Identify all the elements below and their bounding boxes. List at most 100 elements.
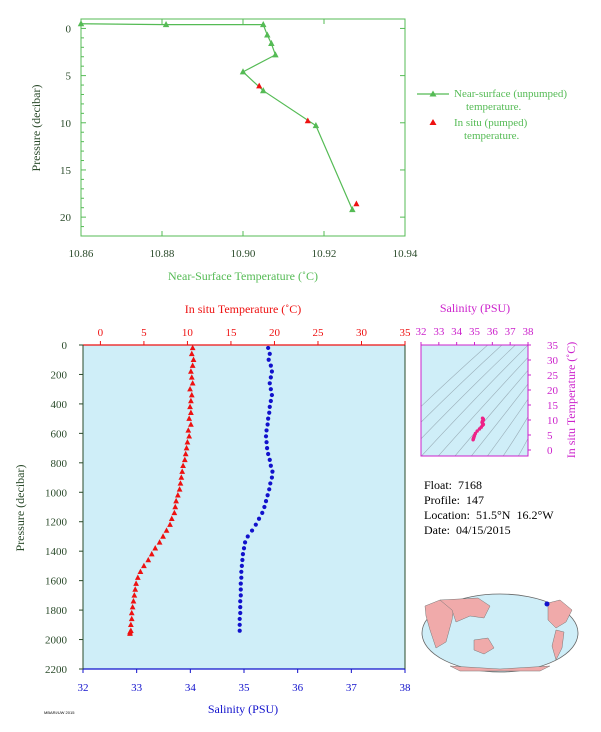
ts-x-tick-label: 35	[469, 326, 481, 338]
salinity-point	[267, 410, 272, 415]
temperature-point	[179, 468, 186, 474]
salinity-axis-label: Salinity (PSU)	[208, 702, 278, 716]
location-map	[421, 593, 579, 673]
pressure-tick-label: 800	[51, 458, 68, 470]
near-surface-point	[312, 122, 320, 129]
salinity-series	[237, 345, 275, 633]
salinity-point	[267, 457, 272, 462]
temperature-point	[163, 527, 170, 533]
ts-x-tick-label: 33	[433, 326, 445, 338]
pressure-tick-label: 2200	[45, 664, 68, 676]
salinity-point	[269, 392, 275, 398]
salinity-point	[268, 481, 273, 486]
pressure-tick-label: 200	[51, 369, 68, 381]
temperature-point	[174, 492, 181, 498]
salinity-point	[262, 504, 267, 510]
salinity-tick-label: 35	[239, 682, 251, 694]
legend-marker-near-surface	[429, 90, 437, 97]
temperature-point	[160, 533, 166, 539]
temperature-tick-label: 10	[182, 327, 194, 339]
ts-x-label: Salinity (PSU)	[440, 301, 510, 315]
temperature-point	[131, 592, 138, 598]
salinity-tick-label: 37	[346, 682, 358, 694]
legend-marker-in-situ	[429, 119, 437, 125]
salinity-point	[270, 469, 275, 474]
temperature-point	[188, 391, 195, 398]
temperature-point	[188, 374, 195, 380]
profile-number: Profile: 147	[424, 493, 484, 507]
in-situ-point	[304, 117, 311, 124]
ts-y-label: In situ Temperature (˚C)	[564, 342, 578, 459]
salinity-point	[237, 628, 242, 633]
density-contour	[421, 345, 489, 407]
temperature-point	[186, 433, 193, 439]
salinity-point	[238, 605, 243, 610]
near-surface-point	[162, 21, 170, 28]
temperature-tick-label: 35	[400, 327, 412, 339]
near-surface-point	[239, 68, 247, 75]
salinity-point	[237, 616, 242, 622]
temperature-point	[172, 503, 179, 510]
temperature-point	[171, 509, 178, 516]
legend-entry2-line1: In situ (pumped)	[454, 117, 528, 129]
near-surface-series-line	[80, 23, 353, 210]
in-situ-point	[256, 82, 263, 89]
ts-y-tick-label: 5	[547, 430, 553, 442]
in-situ-markers	[256, 82, 360, 207]
salinity-point	[266, 451, 271, 457]
y-tick-label: 0	[66, 23, 72, 35]
density-contours	[421, 345, 528, 456]
map-land-asia	[439, 597, 491, 623]
y-tick-label: 10	[60, 118, 72, 130]
near-surface-point	[77, 20, 85, 27]
float-location-marker	[544, 601, 550, 607]
temperature-point	[182, 450, 189, 457]
salinity-point	[239, 569, 244, 574]
temperature-point	[167, 521, 173, 527]
near-surface-y-ticks: 0 5 10 15 20	[60, 23, 405, 228]
temperature-tick-label: 30	[356, 327, 368, 339]
ts-y-tick-label: 0	[547, 445, 553, 457]
temperature-point	[137, 568, 144, 575]
salinity-point	[263, 434, 269, 439]
legend: Near-surface (unpumped) temperature. In …	[417, 88, 567, 142]
salinity-tick-label: 34	[185, 682, 197, 694]
salinity-point	[241, 546, 247, 551]
map-land-antarctica	[449, 665, 551, 672]
temperature-point	[168, 515, 175, 522]
pressure-tick-label: 1000	[45, 487, 68, 499]
near-surface-markers	[77, 20, 356, 213]
temperature-point	[184, 439, 191, 445]
x-tick-label: 10.94	[393, 248, 418, 260]
pressure-tick-label: 2000	[45, 635, 68, 647]
temperature-ticks: 0 5 10 15 20 25 30 35	[98, 327, 411, 345]
salinity-point	[267, 351, 272, 356]
ts-x-tick-label: 34	[451, 326, 463, 338]
map-land-south-america	[551, 629, 565, 661]
salinity-point	[266, 345, 271, 351]
ts-y-tick-label: 15	[547, 400, 559, 412]
temperature-tick-label: 20	[269, 327, 281, 339]
near-surface-point	[268, 39, 275, 47]
salinity-point	[242, 540, 248, 545]
density-contour	[502, 416, 528, 456]
density-contour	[470, 383, 528, 456]
temperature-point	[152, 545, 159, 551]
near-surface-point	[272, 51, 279, 58]
salinity-point	[266, 416, 271, 421]
density-contour	[421, 345, 516, 440]
near-surface-point	[349, 205, 356, 213]
x-tick-label: 10.86	[69, 248, 94, 260]
ts-point	[471, 438, 475, 442]
temperature-point	[127, 630, 133, 636]
near-surface-chart: 10.86 10.88 10.90 10.92 10.94 0 5 10 15 20 Near-…	[29, 18, 418, 283]
salinity-point	[238, 593, 243, 598]
temperature-point	[133, 580, 139, 586]
salinity-point	[238, 599, 243, 604]
pressure-tick-label: 1800	[45, 605, 68, 617]
pressure-ticks: 0 200 400 600 800 1000 1200 1400 1600 1800 2000 220…	[45, 340, 83, 676]
ts-y-tick-label: 25	[547, 370, 559, 382]
salinity-point	[238, 587, 243, 592]
temperature-point	[134, 574, 141, 580]
